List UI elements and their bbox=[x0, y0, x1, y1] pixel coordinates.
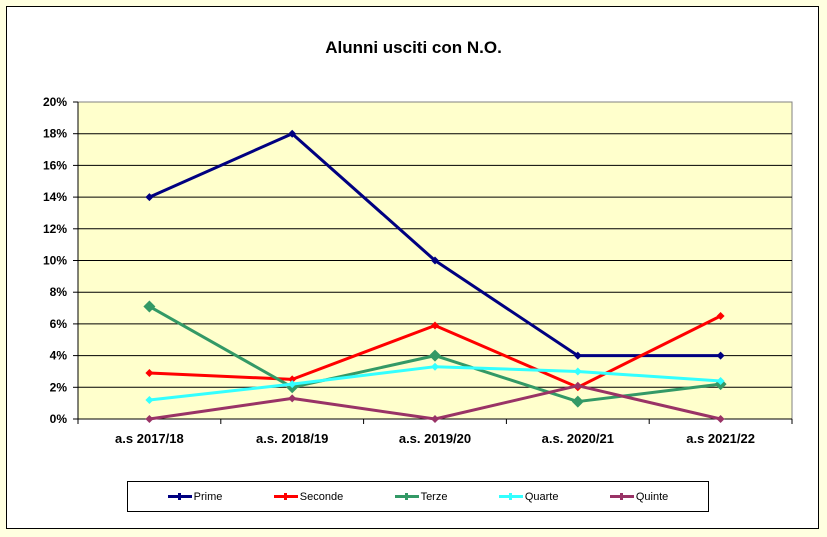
legend-label: Prime bbox=[193, 490, 223, 503]
legend-swatch-icon bbox=[394, 493, 419, 500]
y-tick-label: 8% bbox=[50, 285, 68, 299]
legend: Prime Seconde Terze Quarte Quinte bbox=[127, 481, 709, 512]
x-tick-label: a.s 2017/18 bbox=[115, 431, 184, 446]
legend-label: Quarte bbox=[524, 490, 559, 503]
x-axis: a.s 2017/18 a.s. 2018/19 a.s. 2019/20 a.s. … bbox=[73, 418, 793, 446]
data-point-marker bbox=[288, 394, 297, 403]
legend-swatch-icon bbox=[609, 493, 634, 500]
legend-item-prime: Prime bbox=[167, 490, 223, 503]
y-tick-label: 20% bbox=[43, 95, 67, 109]
legend-swatch-icon bbox=[498, 493, 523, 500]
chart-title: Alunni usciti con N.O. bbox=[325, 38, 502, 57]
y-tick-label: 0% bbox=[50, 412, 68, 426]
series-seconde bbox=[145, 311, 725, 392]
y-tick-label: 2% bbox=[50, 380, 68, 394]
legend-item-quarte: Quarte bbox=[498, 490, 559, 503]
y-axis: 0% 2% 4% 6% 8% 10% 12% 14% 16% 18% 20% bbox=[43, 95, 79, 426]
series-prime bbox=[145, 129, 725, 360]
legend-item-terze: Terze bbox=[394, 490, 448, 503]
data-point-marker bbox=[288, 375, 297, 384]
data-point-marker bbox=[573, 351, 582, 360]
x-tick-label: a.s. 2019/20 bbox=[399, 431, 471, 446]
legend-item-quinte: Quinte bbox=[609, 490, 669, 503]
legend-item-seconde: Seconde bbox=[273, 490, 344, 503]
data-point-marker bbox=[716, 311, 725, 320]
data-point-marker bbox=[431, 362, 439, 371]
series-lines bbox=[143, 129, 727, 423]
y-tick-label: 14% bbox=[43, 190, 67, 204]
data-point-marker bbox=[431, 321, 439, 330]
series-quarte bbox=[145, 362, 725, 404]
data-point-marker bbox=[573, 367, 582, 376]
legend-swatch-icon bbox=[167, 493, 192, 500]
data-point-marker bbox=[145, 415, 154, 423]
legend-label: Quinte bbox=[635, 490, 669, 503]
data-point-marker bbox=[431, 415, 439, 423]
legend-swatch-icon bbox=[273, 493, 298, 500]
x-tick-label: a.s. 2020/21 bbox=[542, 431, 614, 446]
x-tick-label: a.s. 2018/19 bbox=[256, 431, 328, 446]
data-point-marker bbox=[145, 193, 154, 202]
y-tick-label: 10% bbox=[43, 254, 67, 268]
data-point-marker bbox=[716, 351, 725, 360]
data-point-marker bbox=[429, 349, 441, 362]
y-tick-label: 4% bbox=[50, 349, 68, 363]
data-point-marker bbox=[716, 415, 725, 423]
data-point-marker bbox=[288, 129, 297, 138]
data-point-marker bbox=[145, 369, 154, 378]
y-tick-label: 12% bbox=[43, 222, 67, 236]
data-point-marker bbox=[571, 395, 584, 408]
data-point-marker bbox=[573, 381, 582, 390]
legend-label: Seconde bbox=[299, 490, 344, 503]
data-point-marker bbox=[431, 256, 439, 265]
series-quinte bbox=[145, 381, 725, 423]
data-point-marker bbox=[143, 300, 156, 313]
y-tick-label: 16% bbox=[43, 158, 67, 172]
x-tick-label: a.s 2021/22 bbox=[686, 431, 755, 446]
legend-label: Terze bbox=[420, 490, 448, 503]
y-tick-label: 6% bbox=[50, 317, 68, 331]
y-tick-label: 18% bbox=[43, 127, 67, 141]
data-point-marker bbox=[145, 395, 154, 404]
data-point-marker bbox=[716, 376, 725, 385]
data-point-marker bbox=[288, 380, 297, 389]
